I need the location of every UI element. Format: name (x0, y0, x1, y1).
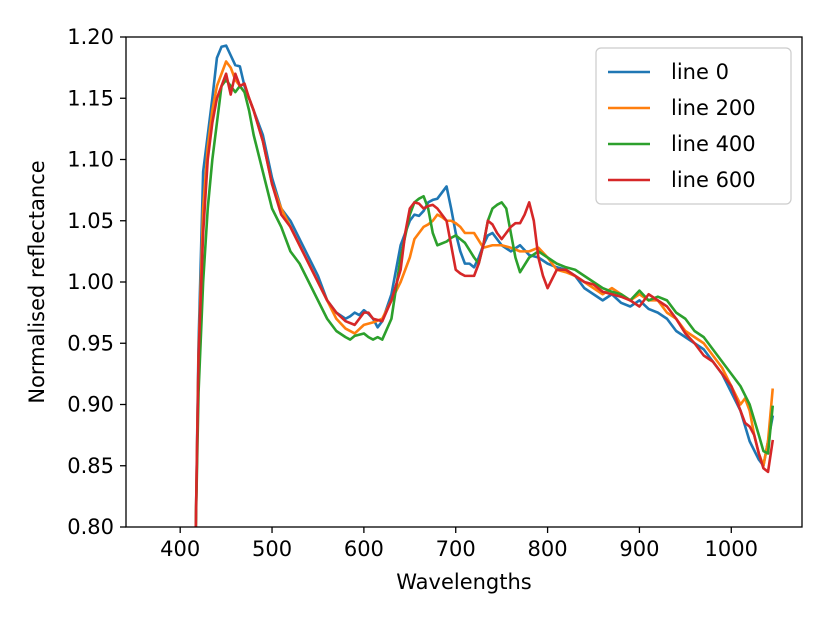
y-tick-label: 1.05 (67, 209, 114, 233)
legend-box (595, 47, 792, 205)
y-tick-label: 0.80 (67, 515, 114, 539)
x-tick-label: 500 (252, 537, 292, 561)
y-axis-label: Normalised reflectance (25, 160, 49, 403)
x-tick-label: 400 (160, 537, 200, 561)
y-tick-label: 0.95 (67, 331, 114, 355)
y-tick-label: 0.85 (67, 454, 114, 478)
series-line-line-400 (194, 78, 775, 527)
series-group (194, 44, 775, 527)
legend: line 0 line 200 line 400 line 600 (595, 47, 792, 205)
y-tick-label: 1.15 (67, 86, 114, 110)
x-tick-label: 600 (344, 537, 384, 561)
x-axis-label: Wavelengths (396, 570, 532, 594)
x-tick-label: 1000 (705, 537, 758, 561)
series-line-line-600 (194, 72, 775, 527)
y-tick-label: 1.00 (67, 270, 114, 294)
x-tick-label: 700 (436, 537, 476, 561)
axes-group: 400 500 600 700 800 900 1000 0.80 0.85 0.90 0.95 1.… (67, 25, 803, 561)
x-tick-label: 800 (528, 537, 568, 561)
y-tick-label: 1.10 (67, 148, 114, 172)
y-tick-label: 1.20 (67, 25, 114, 49)
x-tick-label: 900 (619, 537, 659, 561)
legend-label: line 400 (671, 132, 756, 156)
y-tick-label: 0.90 (67, 393, 114, 417)
legend-label: line 200 (671, 96, 756, 120)
legend-label: line 600 (671, 168, 756, 192)
legend-label: line 0 (671, 60, 729, 84)
